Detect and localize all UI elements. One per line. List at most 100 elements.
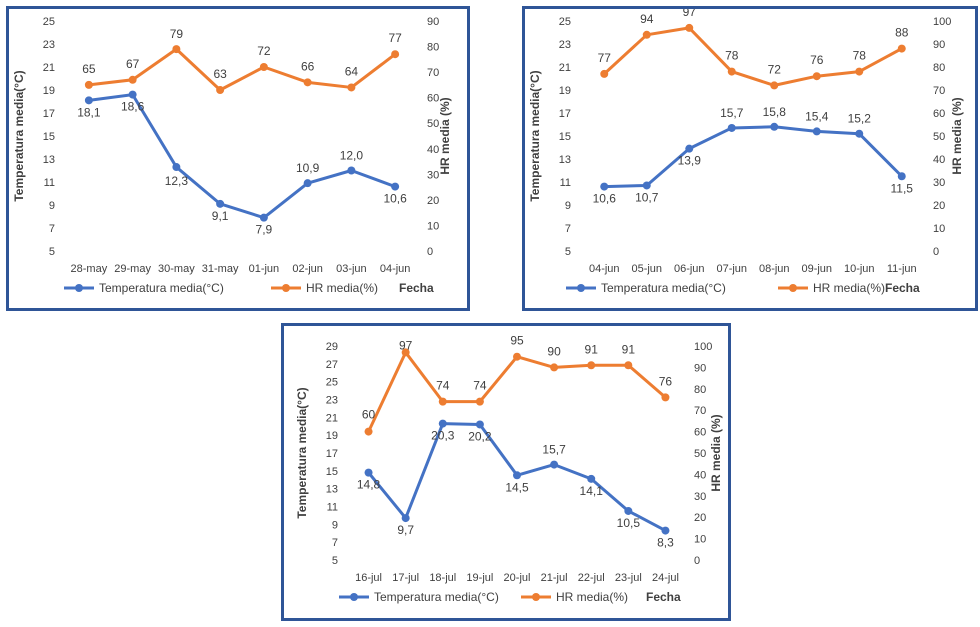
humidity-data-point (401, 348, 410, 357)
y-axis-tick-label: 9 (565, 200, 571, 212)
temperature-data-point (587, 474, 596, 483)
legend-humidity-label: HR media(%) (306, 281, 378, 295)
legend-temperature-marker (75, 284, 83, 292)
humidity-data-point (172, 45, 181, 54)
y2-axis-tick-label: 0 (427, 246, 433, 258)
x-axis-tick-label: 30-may (158, 263, 195, 275)
y-axis-tick-label: 11 (44, 177, 55, 189)
temperature-data-label: 14,5 (505, 480, 529, 494)
y2-axis-tick-label: 10 (694, 534, 706, 546)
y-axis-tick-label: 23 (326, 395, 338, 407)
legend-humidity-marker (789, 284, 797, 292)
humidity-data-point (391, 50, 400, 59)
legend-temperature-label: Temperatura media(°C) (601, 281, 726, 295)
temperature-data-label: 8,3 (657, 536, 674, 550)
temperature-data-point (642, 181, 651, 190)
humidity-data-point (661, 393, 670, 402)
x-axis-tick-label: 04-jun (589, 263, 620, 275)
y2-axis-tick-label: 30 (933, 177, 945, 189)
y-axis-tick-label: 17 (559, 108, 571, 120)
temperature-data-point (685, 144, 694, 153)
y-axis-tick-label: 19 (559, 85, 571, 97)
y-axis-tick-label: 5 (565, 246, 571, 258)
temperature-data-label: 13,9 (678, 154, 702, 168)
temperature-data-point (84, 96, 93, 105)
humidity-data-point (855, 67, 864, 76)
y-axis-title: Temperatura media(°C) (528, 70, 542, 201)
temperature-data-label: 12,0 (340, 149, 364, 163)
x-axis-tick-label: 23-jul (615, 572, 642, 584)
y2-axis-tick-label: 60 (933, 108, 945, 120)
temperature-data-label: 14,8 (357, 478, 381, 492)
legend-temperature-marker (350, 593, 358, 601)
x-axis-tick-label: 02-jun (292, 263, 323, 275)
temperature-data-point (661, 526, 670, 535)
x-axis-tick-label: 17-jul (392, 572, 419, 584)
legend-temperature-marker (577, 284, 585, 292)
temperature-data-label: 10,5 (617, 516, 641, 530)
y2-axis-title: HR media (%) (709, 414, 723, 491)
temperature-data-label: 9,7 (397, 523, 414, 537)
y-axis-title: Temperatura media(°C) (295, 387, 309, 518)
humidity-data-label: 67 (126, 57, 140, 71)
temperature-data-point (391, 182, 400, 191)
temperature-data-label: 15,7 (720, 106, 744, 120)
humidity-series-line (603, 26, 903, 87)
humidity-data-point (727, 67, 736, 76)
temperature-data-point (770, 122, 779, 131)
temperature-data-point (216, 199, 225, 208)
x-axis-tick-label: 06-jun (674, 263, 705, 275)
y2-axis-tick-label: 30 (694, 491, 706, 503)
temperature-data-point (347, 166, 356, 175)
humidity-data-label: 74 (473, 379, 487, 393)
temperature-data-label: 14,1 (580, 484, 604, 498)
x-axis-tick-label: 04-jun (380, 263, 411, 275)
humidity-data-point (897, 44, 906, 53)
y2-axis-tick-label: 40 (694, 469, 706, 481)
humidity-data-point (812, 72, 821, 81)
y2-axis-tick-label: 100 (694, 341, 712, 353)
y2-axis-tick-label: 20 (694, 512, 706, 524)
temperature-data-label: 10,7 (635, 190, 659, 204)
temperature-data-point (172, 163, 181, 172)
x-axis-tick-label: 19-jul (466, 572, 493, 584)
humidity-data-point (624, 361, 633, 370)
y2-axis-tick-label: 100 (933, 16, 951, 28)
temperature-data-label: 20,2 (468, 429, 492, 443)
y2-axis-tick-label: 10 (933, 223, 945, 235)
x-axis-tick-label: 22-jul (578, 572, 605, 584)
x-axis-tick-label: 11-jun (887, 263, 917, 275)
y-axis-tick-label: 25 (559, 16, 571, 28)
y-axis-tick-label: 11 (327, 502, 338, 514)
y-axis-tick-label: 11 (560, 177, 571, 189)
y-axis-tick-label: 9 (49, 200, 55, 212)
chart-svg: 5 7 9 11 13 15 17 19 21 23 25 0 10 20 30 40 50 60 70 80 90 10… (528, 9, 964, 295)
y2-axis-tick-label: 60 (694, 427, 706, 439)
x-axis-tick-label: 24-jul (652, 572, 679, 584)
legend-temperature-label: Temperatura media(°C) (374, 590, 499, 604)
x-axis-tick-label: 18-jul (429, 572, 456, 584)
y2-axis-tick-label: 80 (427, 42, 439, 54)
y-axis-tick-label: 19 (43, 85, 55, 97)
temperature-data-point (438, 419, 447, 428)
humidity-series-line (88, 47, 397, 92)
y2-axis-tick-label: 20 (933, 200, 945, 212)
y-axis-tick-label: 7 (49, 223, 55, 235)
x-axis-tick-label: 07-jun (716, 263, 747, 275)
y2-axis-tick-label: 0 (694, 555, 700, 567)
chart-svg: 5 7 9 11 13 15 17 19 21 23 25 27 29 0 10 20 30 40 50 60 70 80… (295, 334, 723, 604)
humidity-data-point (642, 30, 651, 39)
y2-axis-tick-label: 70 (694, 405, 706, 417)
y-axis-tick-label: 13 (559, 154, 571, 166)
humidity-data-label: 94 (640, 12, 654, 26)
y-axis-tick-label: 7 (332, 537, 338, 549)
y2-axis-tick-label: 80 (694, 384, 706, 396)
humidity-data-label: 66 (301, 59, 315, 73)
humidity-data-label: 74 (436, 379, 450, 393)
y2-axis-tick-label: 50 (427, 118, 439, 130)
x-axis-tick-label: 16-jul (355, 572, 382, 584)
humidity-data-label: 90 (547, 344, 561, 358)
y-axis-tick-label: 9 (332, 519, 338, 531)
temperature-data-point (303, 179, 312, 188)
temperature-data-point (855, 129, 864, 138)
